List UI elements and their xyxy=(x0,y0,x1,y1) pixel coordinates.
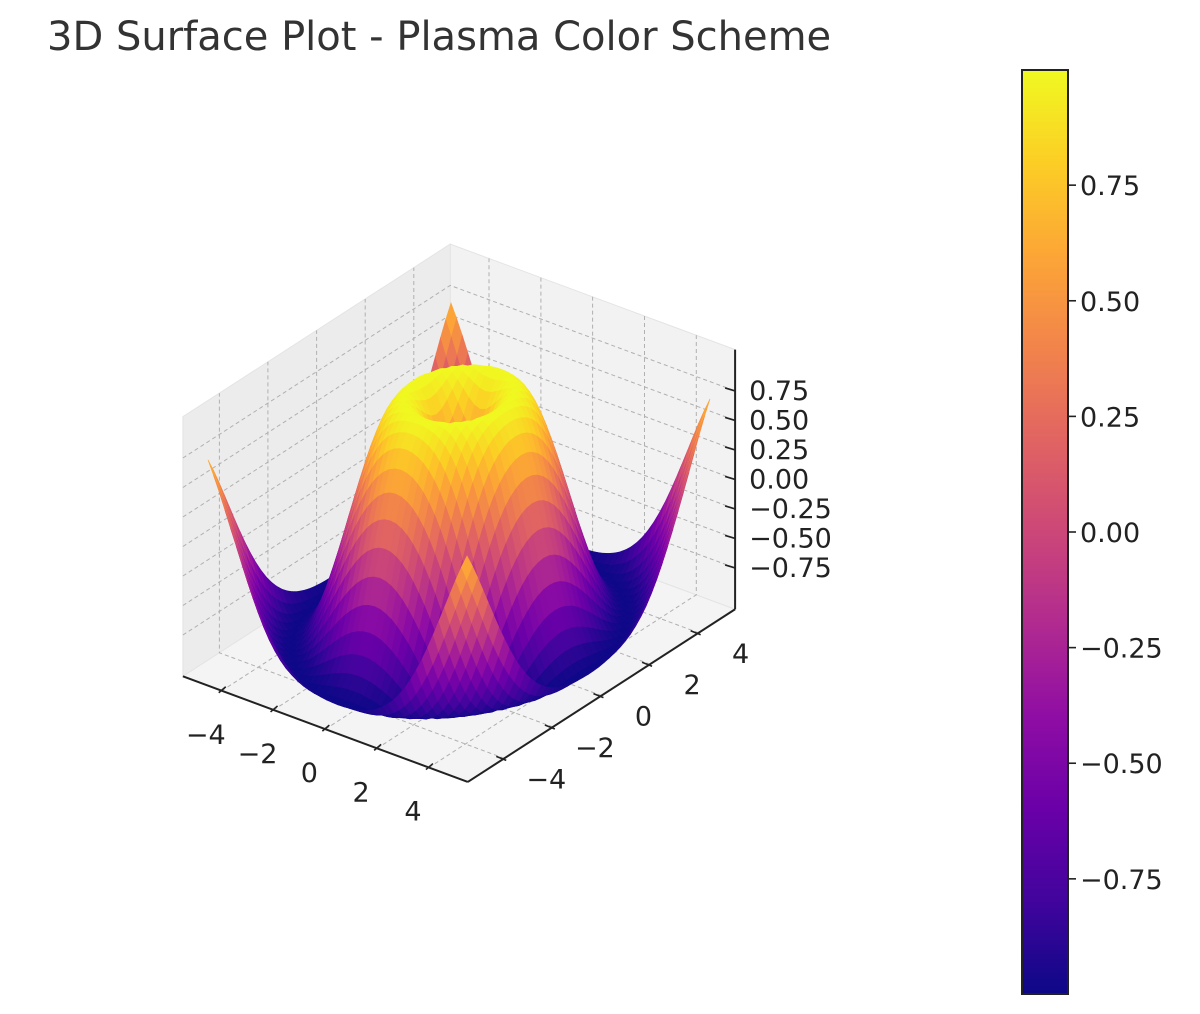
chart-title: 3D Surface Plot - Plasma Color Scheme xyxy=(47,14,832,60)
grid-line-x xyxy=(428,335,697,768)
colorbar-tick-label: 0.75 xyxy=(1080,171,1140,202)
grid-line-y xyxy=(218,393,505,759)
colorbar-tick-label: 0.00 xyxy=(1080,518,1140,549)
surface-mesh xyxy=(207,301,711,720)
colorbar-tick-label: −0.25 xyxy=(1080,634,1163,665)
surface-plot: −4−2024−4−20240.750.500.250.00−0.25−0.50… xyxy=(181,243,832,828)
colorbar-gradient xyxy=(1021,69,1069,995)
colorbar-tick-label: 0.50 xyxy=(1080,287,1140,318)
grid-line-z xyxy=(182,284,736,459)
colorbar-tick-label: 0.25 xyxy=(1080,402,1140,433)
colorbar-ticks: 0.75 0.50 0.25 0.00 −0.25 −0.50 −0.75 xyxy=(1068,171,1163,896)
colorbar-tick-label: −0.75 xyxy=(1080,865,1163,896)
colorbar-tick-label: −0.50 xyxy=(1080,749,1163,780)
